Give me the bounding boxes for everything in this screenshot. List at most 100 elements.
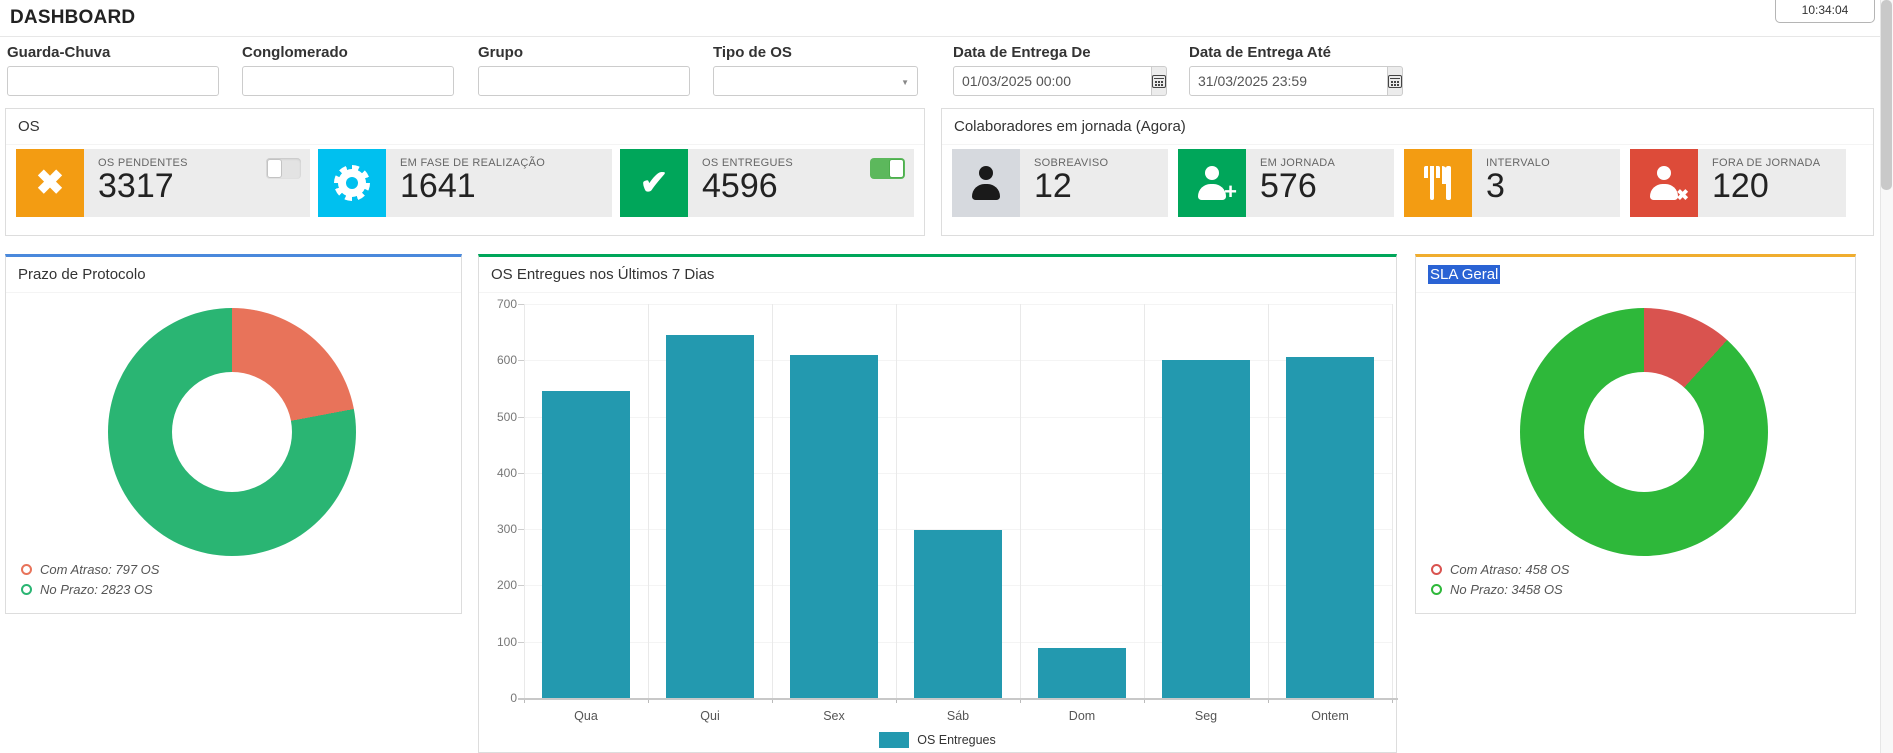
os-entregues-chart-title: OS Entregues nos Últimos 7 Dias — [491, 266, 715, 283]
filter-tipo-de-os: Tipo de OS ▼ — [713, 44, 918, 96]
sla-geral-panel: SLA Geral Com Atraso: 458 OS No Prazo: 34… — [1415, 254, 1856, 614]
legend-label: No Prazo: 3458 OS — [1450, 582, 1563, 597]
x-axis-label: Seg — [1194, 709, 1218, 723]
conglomerado-input[interactable] — [242, 66, 454, 96]
filter-label-conglomerado: Conglomerado — [242, 44, 348, 61]
legend-label: No Prazo: 2823 OS — [40, 582, 153, 597]
bar-chart-legend: OS Entregues — [479, 732, 1396, 748]
sla-geral-title: SLA Geral — [1428, 265, 1501, 284]
stat-value-intervalo: 3 — [1486, 167, 1505, 205]
calendar-icon — [1388, 74, 1402, 88]
stat-label-os-pendentes: OS PENDENTES — [98, 157, 188, 169]
check-icon: ✔ — [639, 164, 669, 202]
legend-marker — [21, 584, 32, 595]
calendar-icon — [1152, 74, 1166, 88]
person-icon — [971, 166, 1001, 200]
filter-label-tipo-de-os: Tipo de OS — [713, 44, 792, 61]
filter-label-guarda-chuva: Guarda-Chuva — [7, 44, 111, 61]
stat-card-intervalo: INTERVALO 3 — [1404, 149, 1620, 217]
clock-widget: 10:34:04 — [1775, 0, 1875, 23]
legend-item: No Prazo: 2823 OS — [21, 582, 159, 597]
filter-label-grupo: Grupo — [478, 44, 523, 61]
page-title: DASHBOARD — [10, 7, 136, 28]
bar-ontem — [1286, 357, 1374, 698]
x-axis-label: Ontem — [1311, 709, 1349, 723]
filter-data-entrega-ate: Data de Entrega Até — [1189, 44, 1403, 96]
chart-legend: Com Atraso: 458 OS No Prazo: 3458 OS — [1431, 562, 1569, 597]
bar-qua — [542, 391, 630, 698]
stat-icon-em-realizacao — [318, 149, 386, 217]
stat-icon-os-pendentes: ✖ — [16, 149, 84, 217]
stat-value-em-realizacao: 1641 — [400, 167, 476, 205]
person-x-icon: ✖ — [1649, 166, 1689, 203]
stat-card-os-pendentes: ✖ OS PENDENTES 3317 — [16, 149, 310, 217]
y-axis-tick: 600 — [496, 353, 517, 368]
stat-value-os-entregues: 4596 — [702, 167, 778, 205]
x-axis — [518, 698, 1398, 700]
prazo-protocolo-panel: Prazo de Protocolo Com Atraso: 797 OS No … — [5, 254, 462, 614]
data-entrega-ate-group — [1189, 66, 1403, 96]
gear-icon — [334, 165, 370, 201]
data-entrega-de-group — [953, 66, 1167, 96]
stat-card-em-realizacao: EM FASE DE REALIZAÇÃO 1641 — [318, 149, 612, 217]
x-icon: ✖ — [35, 164, 65, 202]
stat-value-sobreaviso: 12 — [1034, 167, 1072, 205]
prazo-protocolo-title: Prazo de Protocolo — [18, 266, 146, 283]
legend-label: Com Atraso: 458 OS — [1450, 562, 1570, 577]
bar-sex — [790, 354, 878, 698]
data-entrega-de-calendar-button[interactable] — [1152, 66, 1167, 96]
stat-icon-sobreaviso — [952, 149, 1020, 217]
filter-label-data-entrega-ate: Data de Entrega Até — [1189, 44, 1331, 61]
filter-label-data-entrega-de: Data de Entrega De — [953, 44, 1091, 61]
y-axis-tick: 0 — [510, 691, 517, 705]
os-entregues-toggle[interactable] — [870, 158, 905, 179]
stat-label-fora-de-jornada: FORA DE JORNADA — [1712, 157, 1821, 169]
filter-guarda-chuva: Guarda-Chuva — [7, 44, 219, 96]
y-axis-tick: 200 — [496, 578, 517, 593]
os-panel: OS ✖ OS PENDENTES 3317 EM FASE DE REALIZAÇÃ… — [5, 108, 925, 236]
bar-dom — [1038, 648, 1126, 698]
filter-data-entrega-de: Data de Entrega De — [953, 44, 1167, 96]
y-axis-tick: 100 — [496, 634, 517, 649]
os-pendentes-toggle[interactable] — [266, 158, 301, 179]
filter-grupo: Grupo — [478, 44, 690, 96]
legend-item: Com Atraso: 458 OS — [1431, 562, 1569, 577]
donut-chart — [108, 308, 356, 556]
data-entrega-ate-input[interactable] — [1189, 66, 1388, 96]
legend-item: Com Atraso: 797 OS — [21, 562, 159, 577]
scrollbar-track — [1880, 0, 1893, 753]
stat-card-sobreaviso: SOBREAVISO 12 — [952, 149, 1168, 217]
scrollbar-thumb[interactable] — [1881, 0, 1892, 190]
legend-marker — [1431, 564, 1442, 575]
chevron-down-icon: ▼ — [901, 78, 909, 87]
x-axis-label: Qua — [574, 709, 598, 723]
legend-marker — [21, 564, 32, 575]
y-axis-tick: 300 — [496, 522, 517, 537]
stat-label-intervalo: INTERVALO — [1486, 157, 1551, 169]
top-bar: DASHBOARD — [0, 0, 1893, 37]
legend-marker — [1431, 584, 1442, 595]
os-entregues-chart-panel: OS Entregues nos Últimos 7 Dias 0 100 200 3… — [478, 254, 1398, 753]
data-entrega-de-input[interactable] — [953, 66, 1152, 96]
filter-conglomerado: Conglomerado — [242, 44, 454, 96]
stat-label-em-jornada: EM JORNADA — [1260, 157, 1336, 169]
bar-seg — [1162, 360, 1250, 698]
collaborators-panel: Colaboradores em jornada (Agora) SOBREAV… — [941, 108, 1874, 236]
stat-label-em-realizacao: EM FASE DE REALIZAÇÃO — [400, 157, 546, 169]
y-axis-tick: 500 — [496, 409, 517, 424]
x-axis-label: Sex — [823, 709, 845, 723]
legend-label: OS Entregues — [917, 733, 996, 747]
legend-item: No Prazo: 3458 OS — [1431, 582, 1569, 597]
guarda-chuva-input[interactable] — [7, 66, 219, 96]
stat-card-os-entregues: ✔ OS ENTREGUES 4596 — [620, 149, 914, 217]
tipo-de-os-select[interactable]: ▼ — [713, 66, 918, 96]
x-axis-label: Sáb — [946, 709, 970, 723]
grupo-input[interactable] — [478, 66, 690, 96]
utensils-icon — [1423, 166, 1453, 200]
y-axis-tick: 700 — [496, 297, 517, 311]
data-entrega-ate-calendar-button[interactable] — [1388, 66, 1403, 96]
legend-label: Com Atraso: 797 OS — [40, 562, 160, 577]
stat-value-em-jornada: 576 — [1260, 167, 1317, 205]
bar-chart: 0 100 200 300 400 500 600 700 Qua Qui Sex Sáb Dom Seg… — [479, 295, 1398, 752]
stat-icon-os-entregues: ✔ — [620, 149, 688, 217]
